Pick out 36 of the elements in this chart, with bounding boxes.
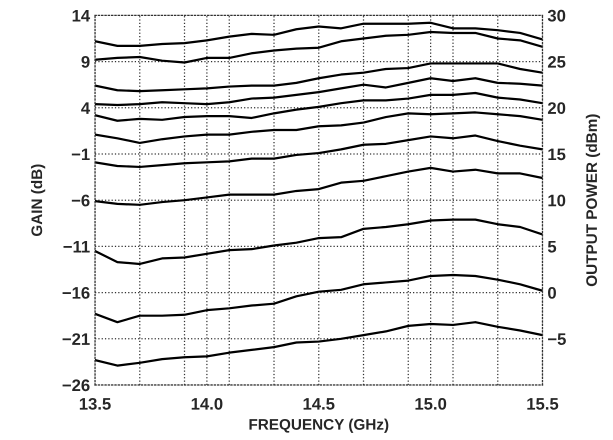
x-tick-label: 15.5 xyxy=(527,398,558,410)
y2-tick-label: 30 xyxy=(548,10,566,22)
y-tick-label: −26 xyxy=(62,379,90,392)
y2-tick-label: 15 xyxy=(548,148,566,160)
line-series xyxy=(95,134,543,168)
line-series xyxy=(95,30,543,64)
x-tick-label: 14.5 xyxy=(304,398,335,410)
y2-axis-title: OUTPUT POWER (dBm) xyxy=(586,114,600,286)
x-tick-label: 13.5 xyxy=(80,398,111,410)
line-series xyxy=(95,22,543,47)
y2-tick-label: 5 xyxy=(548,240,556,253)
line-series xyxy=(95,111,543,144)
y2-tick-label: −5 xyxy=(548,333,566,346)
y-tick-label: −16 xyxy=(62,287,90,299)
line-series xyxy=(95,321,543,367)
y2-tick-label: 20 xyxy=(548,102,566,114)
y-tick-label: −1 xyxy=(72,148,90,160)
line-series xyxy=(95,166,543,206)
y-tick-label: 4 xyxy=(81,102,90,114)
line-series xyxy=(95,77,543,106)
y-tick-label: −11 xyxy=(63,240,90,252)
line-series xyxy=(95,274,543,324)
y2-tick-label: 25 xyxy=(548,56,566,68)
y-axis-title: GAIN (dB) xyxy=(30,164,46,236)
line-series xyxy=(95,218,543,266)
y-tick-label: −21 xyxy=(62,333,90,345)
y-tick-label: −6 xyxy=(72,194,90,206)
line-series xyxy=(95,62,543,92)
x-axis-title: FREQUENCY (GHz) xyxy=(249,418,388,433)
y2-tick-label: 10 xyxy=(548,194,566,206)
line-series xyxy=(95,92,543,122)
x-tick-label: 15.0 xyxy=(415,398,446,410)
y-tick-label: 14 xyxy=(72,10,90,22)
y-tick-label: 9 xyxy=(81,56,90,68)
y2-tick-label: 0 xyxy=(548,287,556,299)
x-tick-label: 14.0 xyxy=(192,398,222,410)
